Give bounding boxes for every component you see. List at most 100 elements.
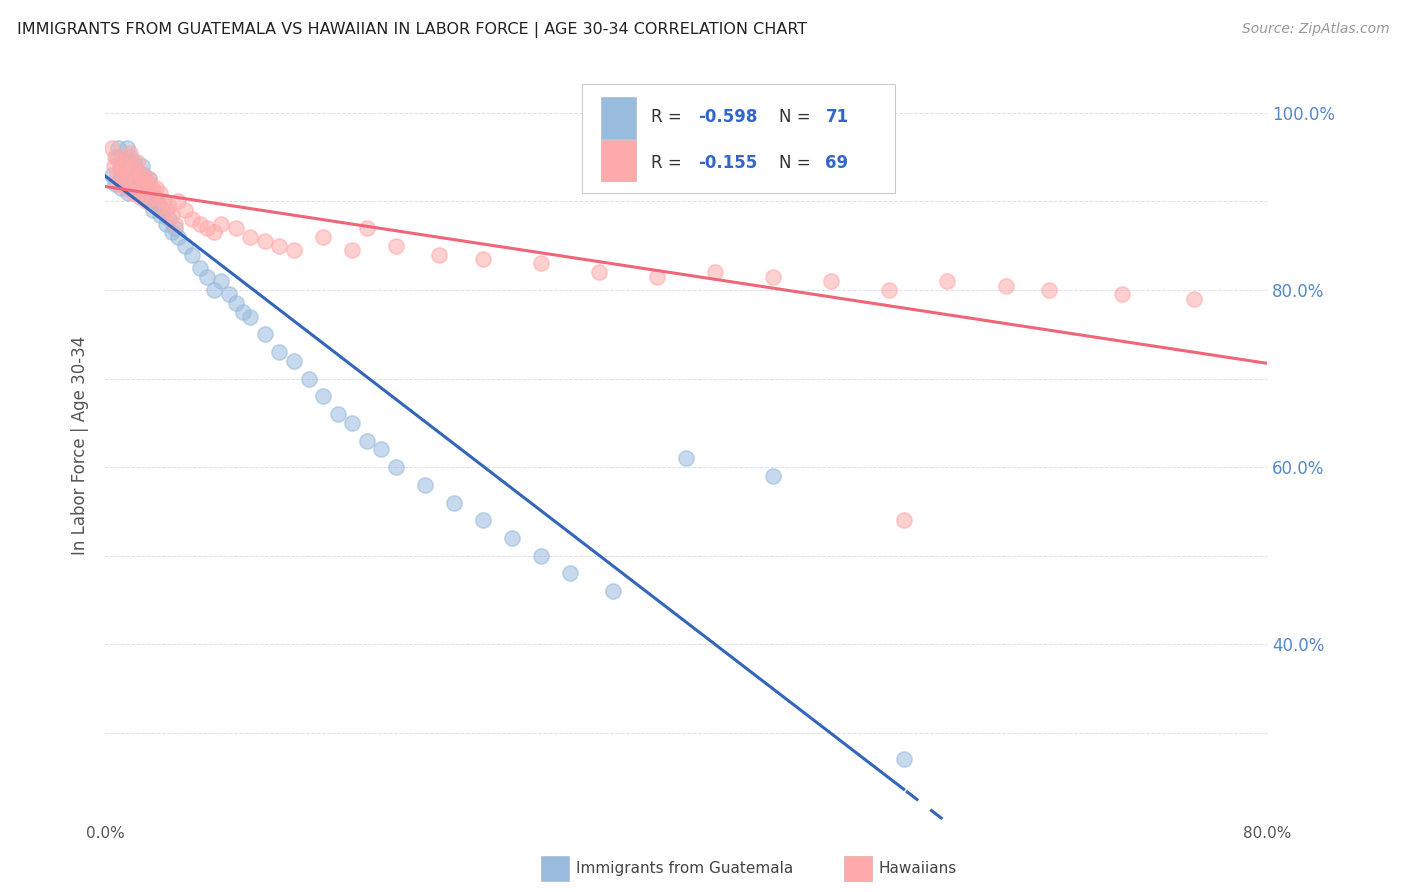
Point <box>120 159 142 173</box>
Point <box>1038 283 1060 297</box>
Point <box>160 226 183 240</box>
Point <box>132 177 155 191</box>
Point <box>174 238 197 252</box>
Point <box>146 194 169 209</box>
Text: IMMIGRANTS FROM GUATEMALA VS HAWAIIAN IN LABOR FORCE | AGE 30-34 CORRELATION CHA: IMMIGRANTS FROM GUATEMALA VS HAWAIIAN IN… <box>17 22 807 38</box>
Point <box>269 238 291 252</box>
Point <box>166 229 188 244</box>
Point <box>413 478 436 492</box>
Point <box>155 203 177 218</box>
Point <box>602 584 624 599</box>
Point <box>704 265 727 279</box>
Point <box>122 159 145 173</box>
Point <box>218 287 240 301</box>
Point <box>141 181 163 195</box>
Point <box>558 566 581 581</box>
Point <box>202 283 225 297</box>
Point <box>145 181 167 195</box>
Point <box>108 172 131 186</box>
Point <box>101 141 124 155</box>
Point <box>145 199 167 213</box>
Point <box>239 229 262 244</box>
Text: -0.155: -0.155 <box>697 153 756 171</box>
Point <box>136 181 159 195</box>
Point <box>104 177 127 191</box>
Point <box>340 243 363 257</box>
Point <box>132 177 155 191</box>
Point <box>112 159 135 173</box>
Point <box>370 442 392 457</box>
Point <box>128 181 150 195</box>
Point <box>131 168 153 182</box>
Point <box>645 269 668 284</box>
Point <box>879 283 901 297</box>
Point <box>675 451 697 466</box>
Point <box>356 434 378 448</box>
Text: R =: R = <box>651 109 688 127</box>
Point <box>471 252 494 266</box>
Point <box>135 194 157 209</box>
Point <box>181 247 204 261</box>
Point <box>143 190 166 204</box>
Text: 71: 71 <box>825 109 849 127</box>
Point <box>131 168 153 182</box>
Point <box>149 208 172 222</box>
Point <box>384 460 406 475</box>
Point <box>115 141 138 155</box>
Point <box>138 177 160 191</box>
Point <box>1111 287 1133 301</box>
Point <box>127 163 149 178</box>
Point <box>152 203 174 218</box>
Point <box>118 145 141 160</box>
Point <box>152 194 174 209</box>
Point <box>501 531 523 545</box>
Point <box>111 163 134 178</box>
Point <box>115 150 138 164</box>
Point <box>118 150 141 164</box>
Point <box>188 260 211 275</box>
Point <box>108 159 131 173</box>
Point <box>326 407 349 421</box>
Point <box>209 274 232 288</box>
Point <box>135 190 157 204</box>
Point <box>762 469 785 483</box>
Point <box>143 190 166 204</box>
Point <box>131 159 153 173</box>
Text: -0.598: -0.598 <box>697 109 756 127</box>
Point <box>269 345 291 359</box>
Point <box>160 208 183 222</box>
Point <box>202 226 225 240</box>
Point <box>138 172 160 186</box>
Point <box>117 186 139 200</box>
Point <box>1182 292 1205 306</box>
Point <box>174 203 197 218</box>
Point <box>297 371 319 385</box>
Point <box>232 305 254 319</box>
Point <box>101 168 124 182</box>
Point <box>146 199 169 213</box>
Point <box>125 172 148 186</box>
Point <box>141 194 163 209</box>
Point <box>225 296 247 310</box>
Text: N =: N = <box>779 109 815 127</box>
Point <box>128 172 150 186</box>
Point <box>443 495 465 509</box>
Point <box>157 212 180 227</box>
Point <box>134 186 156 200</box>
Point <box>163 221 186 235</box>
Point <box>163 217 186 231</box>
Point <box>142 203 165 218</box>
Point <box>117 168 139 182</box>
Point <box>155 217 177 231</box>
Point <box>195 269 218 284</box>
Point <box>129 186 152 200</box>
Point <box>588 265 610 279</box>
Text: Hawaiians: Hawaiians <box>879 862 957 876</box>
Point <box>134 168 156 182</box>
Point <box>994 278 1017 293</box>
Point <box>195 221 218 235</box>
Point <box>893 513 915 527</box>
Text: R =: R = <box>651 153 688 171</box>
Point <box>112 154 135 169</box>
Point <box>105 150 128 164</box>
